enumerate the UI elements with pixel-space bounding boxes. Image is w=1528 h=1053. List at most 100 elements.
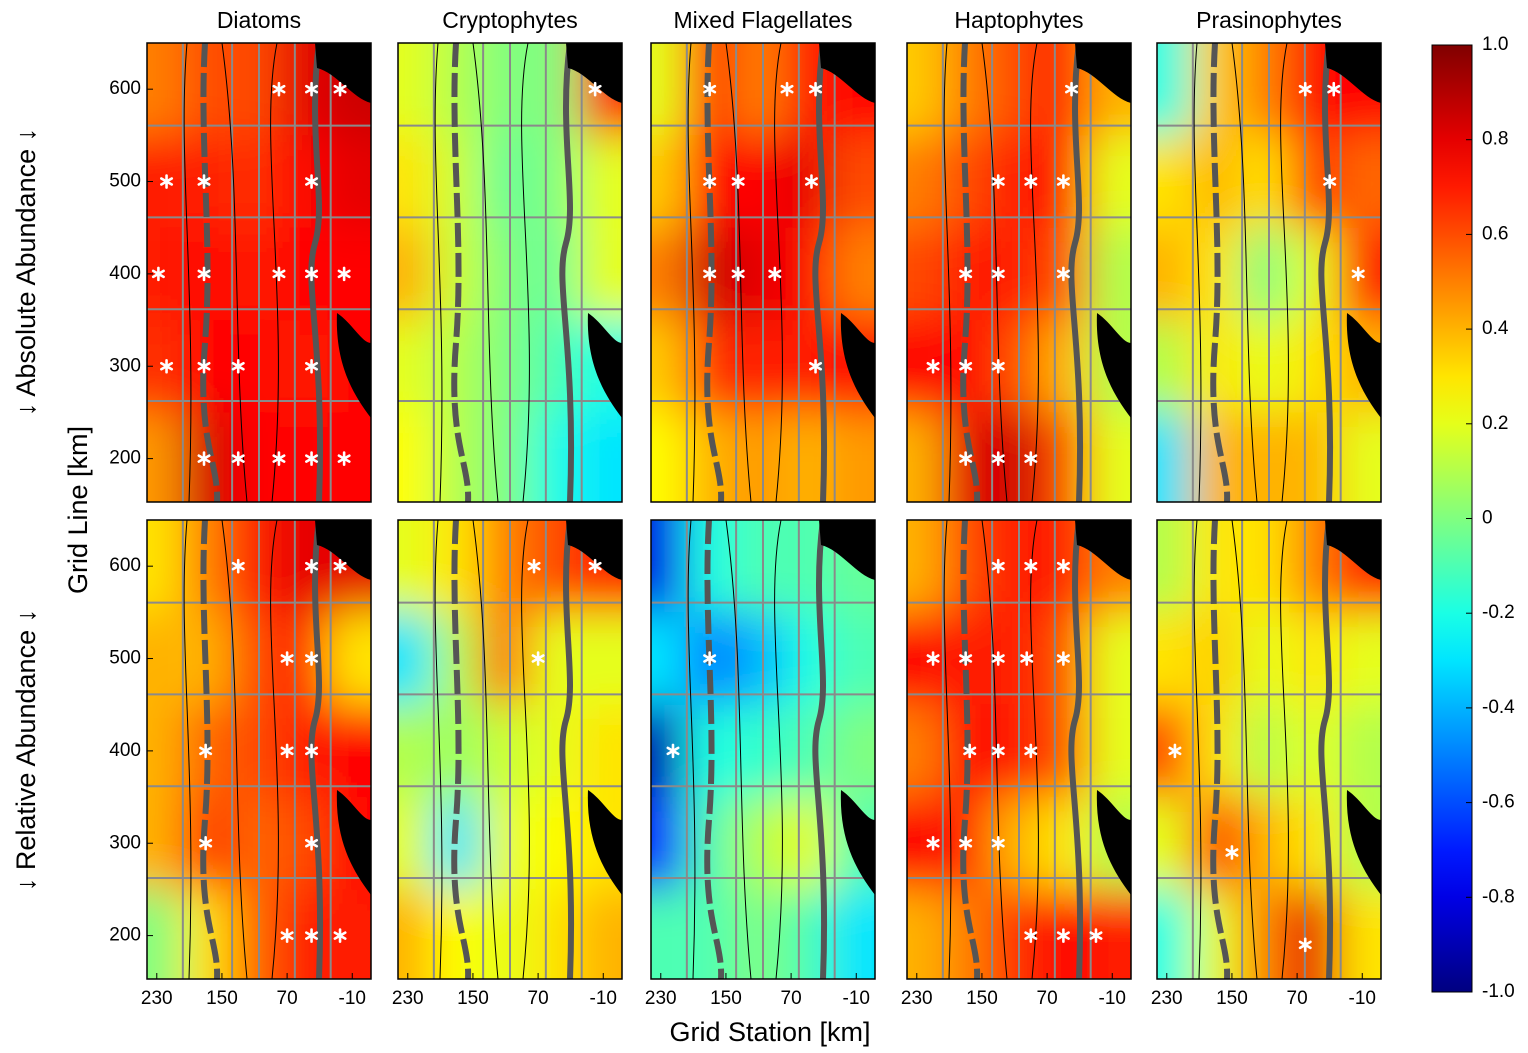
contour bbox=[943, 520, 952, 979]
contour bbox=[725, 520, 752, 979]
heat-cell bbox=[782, 704, 832, 798]
heat-cell bbox=[907, 227, 942, 321]
coastline bbox=[200, 43, 221, 502]
contour bbox=[1231, 43, 1258, 502]
panel bbox=[1157, 520, 1381, 979]
coastline bbox=[308, 520, 324, 979]
significance-marker bbox=[197, 266, 211, 282]
colorbar-tick-label: 0.2 bbox=[1482, 413, 1508, 434]
land bbox=[1096, 313, 1131, 418]
contour bbox=[981, 43, 1008, 502]
heat-field bbox=[398, 43, 622, 502]
heat-cell bbox=[1087, 704, 1131, 798]
land bbox=[1096, 790, 1131, 895]
significance-marker bbox=[991, 358, 1005, 374]
significance-marker bbox=[305, 81, 319, 97]
heat-cell bbox=[327, 612, 371, 705]
land bbox=[566, 43, 622, 103]
significance-marker bbox=[963, 743, 977, 759]
significance-marker bbox=[991, 451, 1005, 466]
heat-cell bbox=[1157, 227, 1192, 321]
contour bbox=[687, 43, 696, 502]
heat-cell bbox=[734, 320, 783, 413]
heat-cell bbox=[1288, 227, 1338, 321]
significance-marker bbox=[160, 358, 174, 374]
significance-marker bbox=[305, 358, 319, 374]
panel bbox=[651, 520, 875, 979]
heat-field bbox=[651, 520, 875, 979]
contour bbox=[434, 43, 443, 502]
x-tick-label: 230 bbox=[392, 988, 424, 1009]
coastline bbox=[200, 520, 221, 979]
significance-marker bbox=[1089, 928, 1103, 943]
heat-cell bbox=[651, 412, 686, 502]
heat-cell bbox=[398, 612, 433, 705]
x-tick-label: -10 bbox=[1099, 988, 1126, 1009]
land bbox=[1075, 43, 1131, 103]
heat-cell bbox=[398, 227, 433, 321]
coastline bbox=[812, 520, 828, 979]
significance-marker bbox=[926, 358, 940, 374]
heat-cell bbox=[1157, 135, 1192, 228]
y-tick-label: 400 bbox=[109, 740, 141, 761]
panel-frame bbox=[146, 42, 372, 503]
significance-marker bbox=[1056, 266, 1070, 282]
significance-marker bbox=[305, 451, 319, 466]
heat-cell bbox=[398, 889, 433, 979]
significance-marker bbox=[959, 266, 973, 282]
heat-cell bbox=[907, 135, 942, 228]
heat-cell bbox=[1087, 412, 1131, 502]
coastline bbox=[1318, 43, 1334, 502]
colorbar-tick-label: -1.0 bbox=[1482, 981, 1515, 1002]
x-tick-label: 150 bbox=[710, 988, 742, 1009]
significance-marker bbox=[588, 558, 602, 574]
significance-marker bbox=[804, 174, 818, 189]
coastline bbox=[704, 520, 725, 979]
colorbar-tick-label: -0.2 bbox=[1482, 602, 1515, 623]
heat-cell bbox=[481, 320, 530, 413]
heat-cell bbox=[734, 889, 783, 979]
heat-cell bbox=[147, 43, 182, 136]
panel-frame bbox=[1156, 519, 1382, 980]
significance-marker bbox=[809, 81, 823, 97]
significance-marker bbox=[959, 358, 973, 374]
heat-cell bbox=[831, 412, 875, 502]
contour bbox=[1030, 43, 1039, 502]
land bbox=[1075, 520, 1131, 580]
significance-marker bbox=[280, 651, 294, 666]
panel-title: Haptophytes bbox=[954, 7, 1083, 33]
panel bbox=[147, 520, 371, 979]
heat-cell bbox=[1157, 43, 1192, 136]
coastline bbox=[960, 43, 981, 502]
coastline bbox=[559, 520, 575, 979]
significance-marker bbox=[1168, 743, 1182, 759]
heat-cell bbox=[1240, 889, 1289, 979]
heat-cell bbox=[651, 43, 686, 136]
x-tick-label: 70 bbox=[781, 988, 802, 1009]
row-label: ↓ Relative Abundance ↓ bbox=[11, 609, 41, 891]
heat-cell bbox=[481, 412, 530, 502]
heat-cell bbox=[1288, 704, 1338, 798]
coastline bbox=[451, 520, 472, 979]
panel bbox=[147, 43, 371, 502]
colorbar-tick-label: 0 bbox=[1482, 508, 1493, 529]
y-tick-label: 600 bbox=[109, 555, 141, 576]
significance-marker bbox=[333, 558, 347, 574]
significance-marker bbox=[333, 928, 347, 943]
heat-cell bbox=[651, 320, 686, 413]
coastline bbox=[308, 43, 324, 502]
heat-field bbox=[1157, 43, 1381, 502]
heat-cell bbox=[1337, 704, 1381, 798]
panel bbox=[398, 520, 622, 979]
heat-cell bbox=[578, 704, 622, 798]
significance-marker bbox=[1020, 651, 1034, 666]
land bbox=[336, 313, 371, 418]
heat-cell bbox=[1337, 612, 1381, 705]
significance-marker bbox=[1056, 174, 1070, 189]
x-tick-label: 230 bbox=[1151, 988, 1183, 1009]
heat-cell bbox=[651, 135, 686, 228]
heat-cell bbox=[1240, 412, 1289, 502]
panel-title: Prasinophytes bbox=[1196, 7, 1342, 33]
significance-marker bbox=[1024, 558, 1038, 574]
significance-marker bbox=[160, 174, 174, 189]
